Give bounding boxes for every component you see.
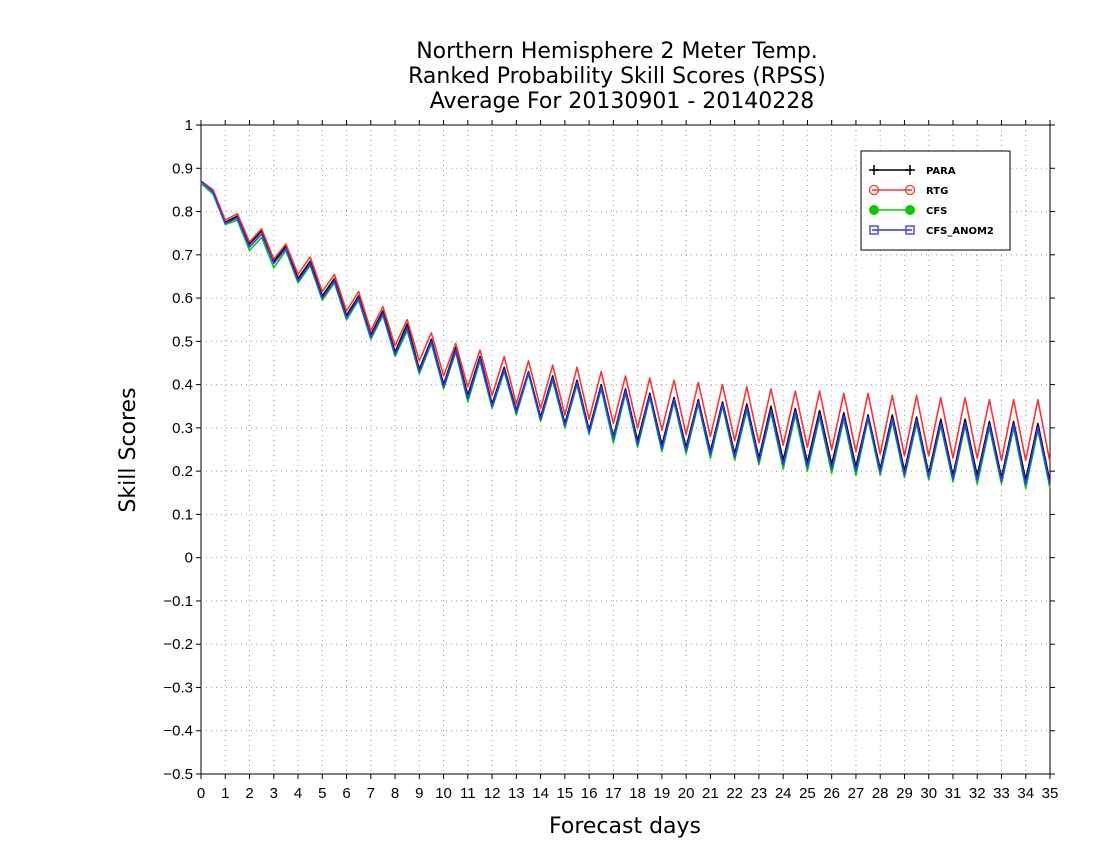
y-tick-label: −0.1 (163, 593, 193, 610)
legend-entry-rtg: RTG (868, 184, 948, 197)
filled-circle-marker-icon (905, 205, 915, 215)
x-tick-label: 6 (342, 785, 350, 802)
grid-lines (201, 125, 1050, 774)
y-tick-label: 0.8 (172, 204, 193, 221)
chart-title: Northern Hemisphere 2 Meter Temp. Ranked… (408, 39, 826, 114)
x-tick-label: 19 (654, 785, 671, 802)
x-tick-label: 33 (993, 785, 1010, 802)
y-tick-label: −0.4 (163, 723, 193, 740)
series-lines (200, 180, 1051, 490)
y-tick-label: 0.9 (172, 160, 193, 177)
x-tick-label: 31 (945, 785, 962, 802)
x-tick-label: 4 (294, 785, 302, 802)
x-tick-label: 21 (702, 785, 719, 802)
x-tick-label: 20 (678, 785, 695, 802)
x-tick-label: 8 (391, 785, 399, 802)
y-tick-label: 0.6 (172, 290, 193, 307)
x-tick-label: 7 (367, 785, 375, 802)
x-tick-label: 9 (415, 785, 423, 802)
x-tick-label: 16 (581, 785, 598, 802)
series-line-rtg (200, 180, 1051, 463)
x-tick-label: 14 (532, 785, 549, 802)
x-tick-label: 27 (848, 785, 865, 802)
y-tick-label: 0.4 (172, 377, 193, 394)
legend-entries: PARA RTG CFS CFS_ANOM2 (868, 165, 994, 237)
legend: PARA RTG CFS CFS_ANOM2 (860, 150, 1011, 251)
legend-entry-para: PARA (869, 165, 956, 177)
square-marker-icon (905, 225, 915, 235)
y-tick-label: 0.1 (172, 506, 193, 523)
x-tick-label: 2 (245, 785, 253, 802)
legend-label: CFS (926, 206, 947, 217)
x-tick-label: 10 (435, 785, 452, 802)
x-tick-label: 30 (920, 785, 937, 802)
y-axis-tick-labels: −0.5 −0.4 −0.3 −0.2 −0.1 0 0.1 0.2 0.3 0.4 0.5 0.6 0… (163, 117, 193, 783)
x-tick-label: 26 (823, 785, 840, 802)
filled-circle-marker-icon (869, 205, 879, 215)
y-tick-label: 0 (185, 550, 193, 567)
x-tick-label: 12 (484, 785, 501, 802)
y-tick-label: 0.5 (172, 333, 193, 350)
x-axis-tick-labels: 0 1 2 3 4 5 6 7 8 9 10 11 12 13 14 15 16 17 18 19 20 21 22 23 24… (197, 785, 1059, 802)
x-tick-label: 13 (508, 785, 525, 802)
x-tick-label: 5 (318, 785, 326, 802)
y-tick-label: 0.2 (172, 463, 193, 480)
x-tick-label: 34 (1017, 785, 1034, 802)
legend-label: RTG (926, 186, 948, 197)
chart-title-line-2: Ranked Probability Skill Scores (RPSS) (408, 64, 826, 89)
x-tick-label: 18 (629, 785, 646, 802)
plus-marker-icon (905, 165, 915, 175)
y-tick-label: 0.3 (172, 420, 193, 437)
chart-title-line-1: Northern Hemisphere 2 Meter Temp. (416, 39, 818, 64)
x-tick-label: 22 (726, 785, 743, 802)
legend-entry-cfs: CFS (869, 205, 947, 217)
x-tick-label: 35 (1042, 785, 1059, 802)
legend-box (860, 150, 1011, 251)
x-tick-label: 3 (270, 785, 278, 802)
y-tick-label: −0.5 (163, 766, 193, 783)
axis-ticks (196, 120, 1055, 779)
plot-frame (200, 124, 1051, 775)
x-tick-label: 11 (460, 785, 476, 802)
x-tick-label: 1 (221, 785, 229, 802)
legend-entry-cfs-anom2: CFS_ANOM2 (869, 225, 994, 237)
y-tick-label: −0.2 (163, 636, 193, 653)
chart-title-line-3: Average For 20130901 - 20140228 (430, 89, 815, 114)
y-tick-label: 1 (185, 117, 193, 134)
y-tick-label: 0.7 (172, 247, 193, 264)
x-tick-label: 25 (799, 785, 816, 802)
y-axis-title: Skill Scores (116, 387, 141, 512)
x-tick-label: 29 (896, 785, 913, 802)
x-tick-label: 17 (605, 785, 622, 802)
x-tick-label: 24 (775, 785, 792, 802)
plus-marker-icon (869, 165, 879, 175)
x-tick-label: 23 (751, 785, 768, 802)
x-tick-label: 15 (557, 785, 574, 802)
x-tick-label: 32 (969, 785, 986, 802)
legend-label: CFS_ANOM2 (926, 226, 994, 237)
square-marker-icon (869, 225, 879, 235)
x-axis-title: Forecast days (549, 814, 701, 839)
x-tick-label: 28 (872, 785, 889, 802)
circle-marker-icon (904, 184, 916, 196)
circle-marker-icon (868, 184, 880, 196)
x-tick-label: 0 (197, 785, 205, 802)
legend-label: PARA (926, 166, 956, 177)
y-tick-label: −0.3 (163, 679, 193, 696)
series-line-cfs-anom2 (200, 180, 1051, 486)
